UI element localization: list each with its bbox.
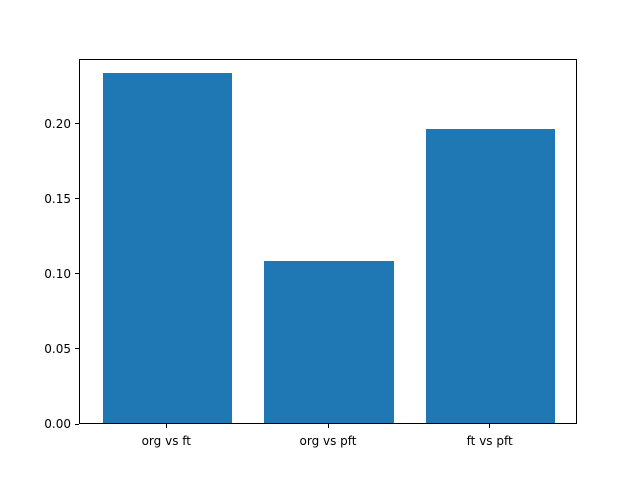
x-tick-label: org vs ft — [141, 434, 191, 448]
y-tick-mark — [75, 198, 79, 200]
y-tick-mark — [75, 348, 79, 350]
x-tick-label: org vs pft — [299, 434, 357, 448]
bar-org-vs-ft — [102, 73, 232, 423]
y-tick-label: 0.05 — [44, 341, 71, 356]
x-tick-mark — [489, 424, 491, 428]
y-tick-label: 0.10 — [44, 266, 71, 281]
y-tick-label: 0.15 — [44, 191, 71, 206]
bar-ft-vs-pft — [426, 128, 556, 423]
y-tick-label: 0.20 — [44, 116, 71, 131]
plot-area — [79, 59, 577, 424]
x-tick-mark — [327, 424, 329, 428]
x-tick-mark — [165, 424, 167, 428]
y-tick-mark — [75, 123, 79, 125]
y-tick-mark — [75, 423, 79, 425]
x-tick-label: ft vs pft — [466, 434, 513, 448]
y-tick-label: 0.00 — [44, 417, 71, 431]
y-tick-mark — [75, 273, 79, 275]
bar-org-vs-pft — [264, 260, 394, 423]
